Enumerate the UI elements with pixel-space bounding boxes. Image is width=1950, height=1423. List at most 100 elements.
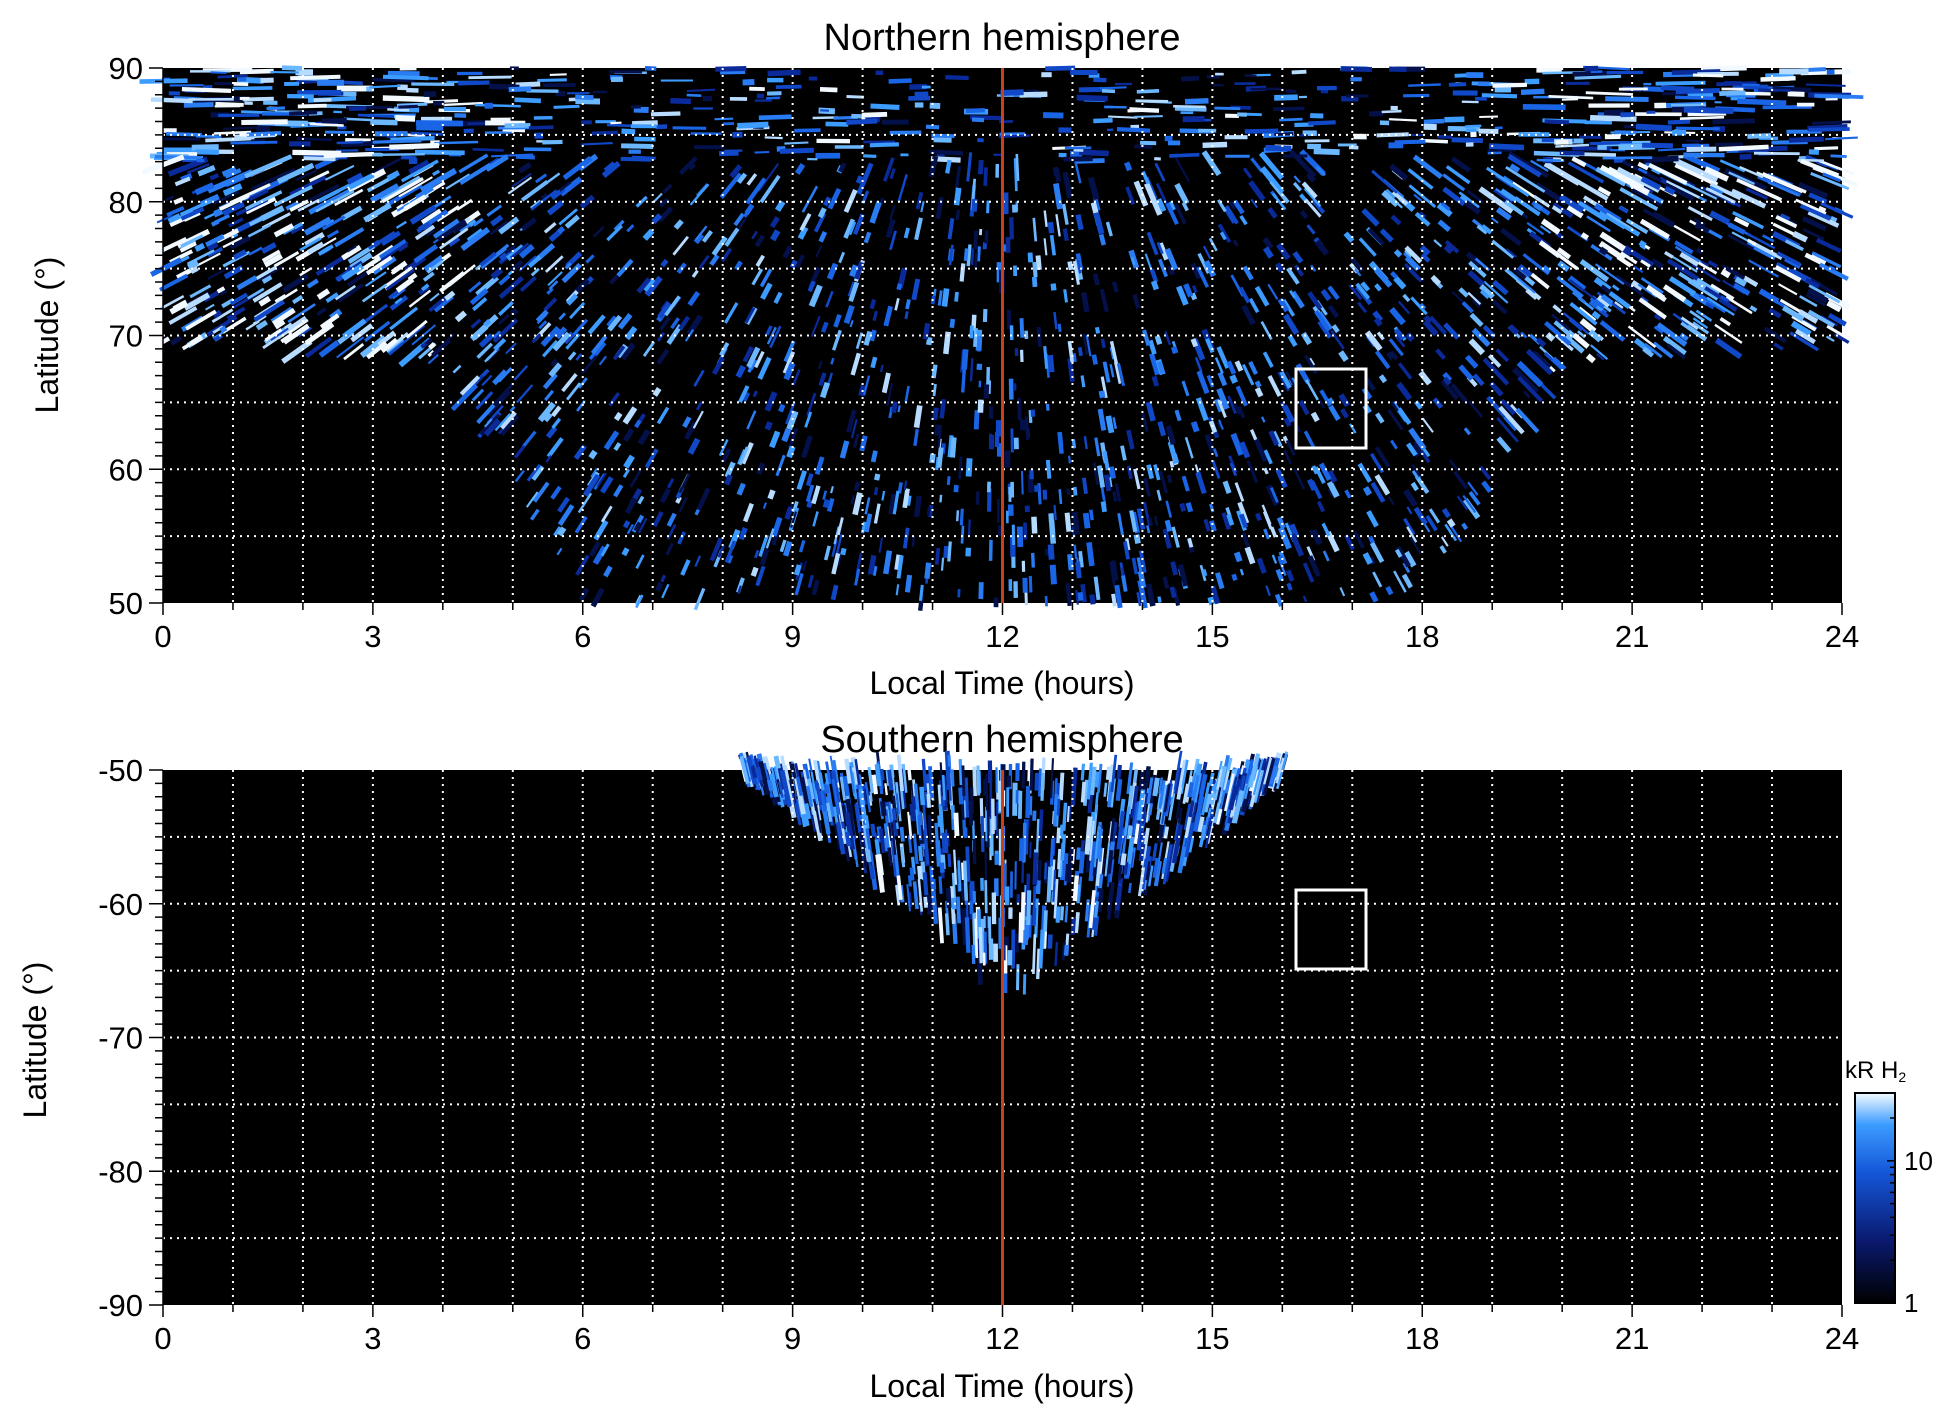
- emission-streak: [794, 128, 821, 133]
- emission-streak: [907, 767, 912, 781]
- emission-streak: [1507, 323, 1520, 336]
- emission-streak: [823, 782, 830, 794]
- emission-streak: [420, 341, 428, 349]
- emission-streak: [1666, 343, 1686, 360]
- emission-streak: [742, 209, 751, 218]
- emission-streak: [1023, 819, 1029, 855]
- emission-streak: [443, 101, 483, 107]
- emission-streak: [903, 480, 908, 491]
- emission-streak: [1403, 488, 1418, 508]
- emission-streak: [1319, 389, 1332, 407]
- emission-streak: [1072, 875, 1079, 902]
- emission-streak: [261, 274, 273, 284]
- emission-streak: [365, 271, 387, 287]
- emission-streak: [1730, 188, 1767, 209]
- emission-streak: [921, 758, 928, 791]
- emission-streak: [1080, 291, 1090, 313]
- emission-streak: [1263, 467, 1269, 475]
- emission-streak: [478, 333, 494, 348]
- emission-streak: [786, 445, 796, 459]
- emission-streak: [1028, 575, 1033, 593]
- emission-streak: [273, 223, 295, 238]
- emission-streak: [1023, 920, 1029, 946]
- emission-streak: [1053, 878, 1059, 919]
- emission-streak: [891, 401, 898, 414]
- emission-streak: [613, 411, 623, 422]
- emission-streak: [660, 574, 667, 583]
- emission-streak: [1062, 171, 1073, 199]
- emission-streak: [1277, 297, 1290, 313]
- emission-streak: [1368, 555, 1376, 566]
- emission-streak: [1080, 375, 1086, 388]
- emission-streak: [1043, 112, 1064, 119]
- emission-streak: [915, 191, 924, 210]
- emission-streak: [1049, 838, 1055, 867]
- emission-streak: [1057, 848, 1062, 870]
- emission-streak: [682, 416, 692, 428]
- emission-streak: [1210, 585, 1221, 605]
- emission-streak: [926, 337, 933, 346]
- emission-streak: [1061, 942, 1066, 961]
- emission-streak: [1078, 149, 1109, 157]
- emission-streak: [382, 95, 430, 103]
- emission-streak: [677, 531, 687, 545]
- emission-streak: [1098, 233, 1107, 246]
- emission-streak: [958, 787, 964, 805]
- emission-streak: [843, 218, 856, 239]
- emission-streak: [1523, 390, 1531, 399]
- y-tick-label: 50: [109, 586, 143, 621]
- emission-streak: [1165, 425, 1176, 445]
- emission-streak: [897, 405, 901, 413]
- emission-streak: [1217, 421, 1222, 429]
- emission-streak: [566, 293, 579, 306]
- emission-streak: [1035, 818, 1040, 857]
- emission-streak: [698, 254, 710, 269]
- emission-streak: [1196, 370, 1210, 395]
- emission-streak: [1076, 94, 1108, 102]
- emission-streak: [673, 219, 684, 230]
- emission-streak: [1016, 526, 1024, 548]
- emission-streak: [1800, 158, 1840, 178]
- emission-streak: [741, 391, 751, 402]
- emission-streak: [825, 761, 832, 785]
- emission-streak: [715, 66, 747, 72]
- emission-streak: [831, 778, 841, 815]
- emission-streak: [1630, 187, 1662, 207]
- emission-streak: [355, 254, 384, 276]
- emission-streak: [1136, 508, 1146, 530]
- emission-streak: [1048, 520, 1057, 544]
- emission-streak: [317, 244, 334, 256]
- emission-streak: [398, 343, 425, 368]
- emission-streak: [1572, 70, 1612, 77]
- emission-streak: [315, 189, 355, 213]
- emission-streak: [1097, 888, 1104, 913]
- emission-streak: [696, 183, 709, 197]
- emission-streak: [895, 884, 900, 906]
- emission-streak: [592, 226, 605, 238]
- emission-streak: [1273, 767, 1279, 778]
- emission-streak: [601, 160, 621, 178]
- emission-streak: [1216, 808, 1223, 825]
- emission-streak: [832, 806, 839, 825]
- emission-streak: [1639, 244, 1646, 250]
- emission-streak: [1468, 490, 1481, 506]
- emission-streak: [741, 757, 752, 783]
- emission-streak: [1196, 266, 1210, 288]
- emission-streak: [513, 365, 529, 381]
- emission-streak: [1733, 282, 1751, 296]
- emission-streak: [887, 847, 893, 867]
- emission-streak: [1746, 241, 1777, 261]
- emission-streak: [197, 164, 216, 177]
- emission-streak: [1133, 468, 1141, 490]
- emission-streak: [965, 108, 985, 114]
- emission-streak: [1057, 323, 1062, 333]
- emission-streak: [308, 183, 340, 202]
- emission-streak: [1476, 224, 1488, 235]
- emission-streak: [1309, 529, 1316, 539]
- emission-streak: [1310, 411, 1320, 423]
- emission-streak: [634, 594, 642, 606]
- emission-streak: [537, 78, 567, 83]
- emission-streak: [1776, 251, 1801, 267]
- emission-streak: [678, 156, 698, 176]
- emission-streak: [493, 243, 510, 257]
